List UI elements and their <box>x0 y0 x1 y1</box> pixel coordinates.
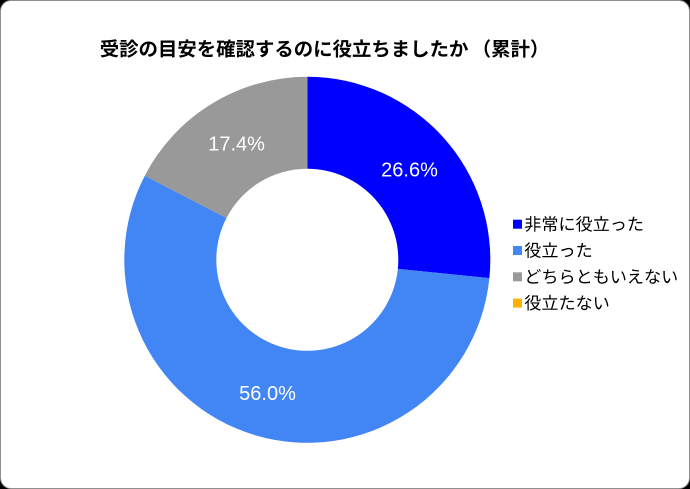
svg-text:56.0%: 56.0% <box>239 383 296 405</box>
svg-text:26.6%: 26.6% <box>381 159 438 181</box>
svg-text:17.4%: 17.4% <box>208 134 265 156</box>
